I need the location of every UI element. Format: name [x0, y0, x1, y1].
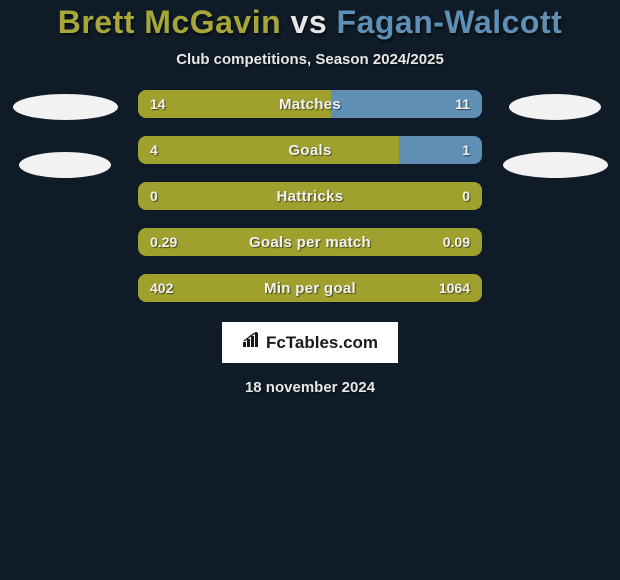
- stat-label: Hattricks: [138, 182, 482, 210]
- date-label: 18 november 2024: [245, 379, 375, 396]
- stat-bar: 00Hattricks: [138, 182, 482, 210]
- stat-bar: 41Goals: [138, 136, 482, 164]
- stat-bar: 4021064Min per goal: [138, 274, 482, 302]
- player2-name: Fagan-Walcott: [337, 4, 563, 40]
- comparison-infographic: Brett McGavin vs Fagan-Walcott Club comp…: [0, 0, 620, 580]
- player1-avatar-placeholder: [13, 94, 118, 120]
- stats-area: 1411Matches 41Goals 00Hattricks 0.290.09Goa…: [10, 90, 610, 302]
- stat-label: Goals: [138, 136, 482, 164]
- stat-label: Matches: [138, 90, 482, 118]
- brand-text: FcTables.com: [266, 333, 378, 353]
- stat-bar: 0.290.09Goals per match: [138, 228, 482, 256]
- stat-label: Goals per match: [138, 228, 482, 256]
- bar-chart-icon: [242, 332, 260, 353]
- page-title: Brett McGavin vs Fagan-Walcott: [58, 4, 563, 41]
- player1-avatar-col: [10, 90, 120, 206]
- stat-label: Min per goal: [138, 274, 482, 302]
- player1-shadow: [19, 152, 111, 178]
- stat-bar: 1411Matches: [138, 90, 482, 118]
- vs-label: vs: [291, 4, 328, 40]
- player2-shadow: [503, 152, 608, 178]
- player2-avatar-col: [500, 90, 610, 206]
- subtitle: Club competitions, Season 2024/2025: [176, 51, 444, 68]
- stat-bars: 1411Matches 41Goals 00Hattricks 0.290.09Goa…: [138, 90, 482, 302]
- player2-avatar-placeholder: [509, 94, 601, 120]
- brand-badge: FcTables.com: [222, 322, 398, 363]
- player1-name: Brett McGavin: [58, 4, 281, 40]
